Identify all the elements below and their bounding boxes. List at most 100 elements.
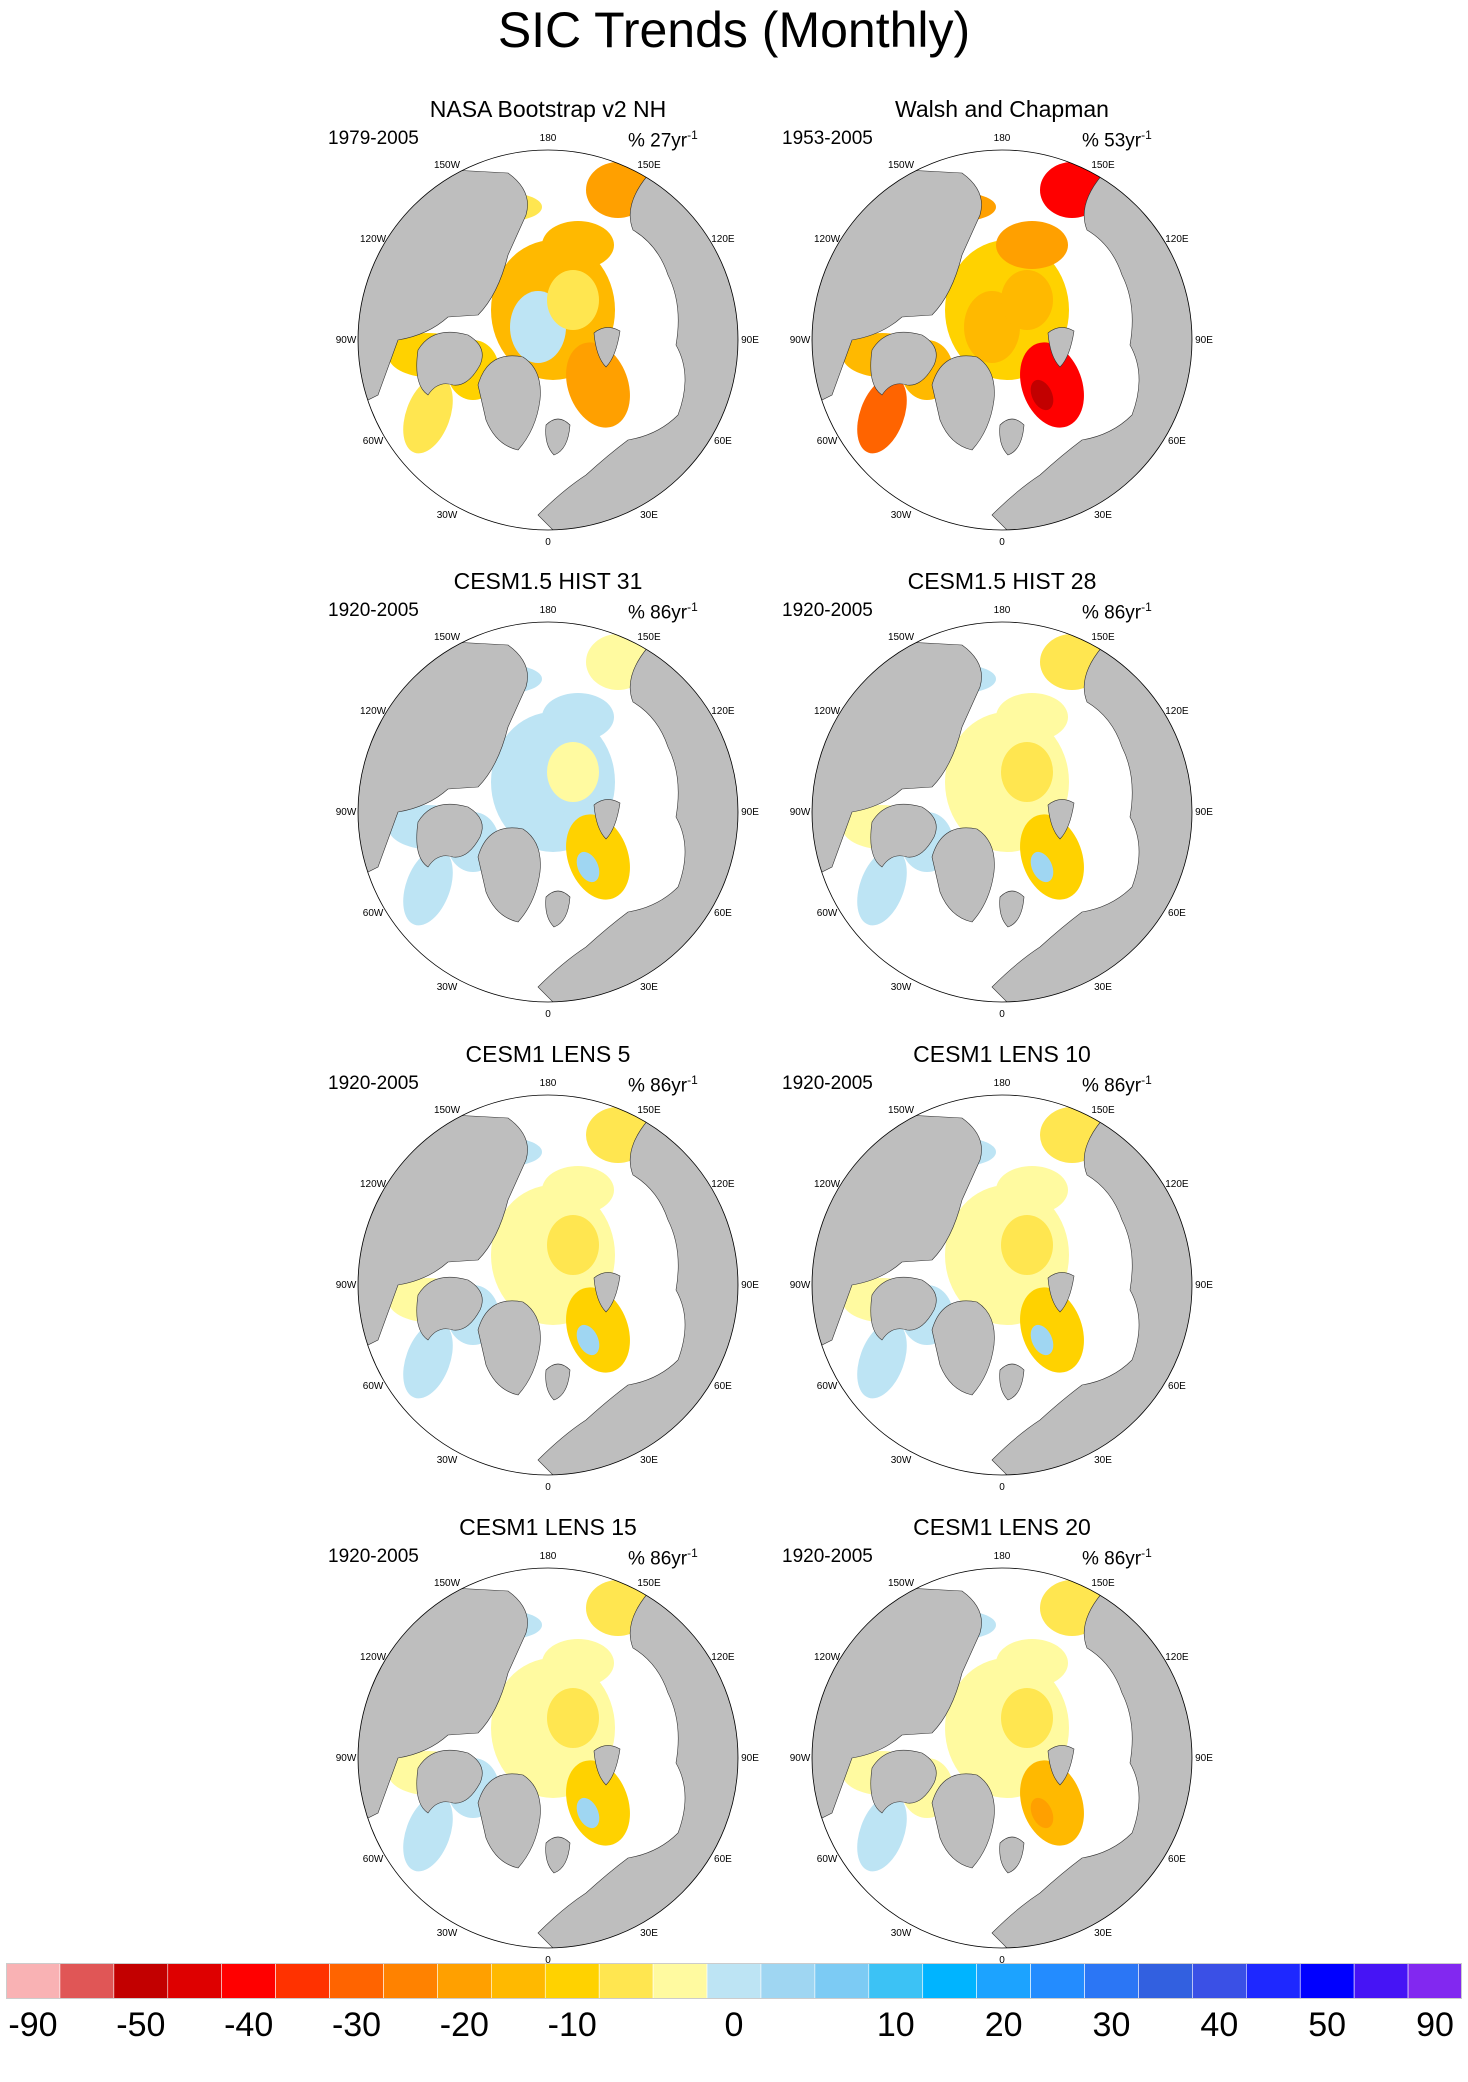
lon-label: 120E — [711, 1652, 735, 1663]
colorbar-swatch — [6, 1963, 61, 1999]
ice-central-pole — [1001, 1688, 1053, 1748]
colorbar-swatch — [329, 1963, 384, 1999]
lon-label: 150E — [1091, 632, 1115, 643]
polar-stereographic-map: 180 150E 120E 90E 60E 30E 0 30W 60W 90W 120W 150W — [790, 1551, 1214, 1966]
lon-label: 60E — [1168, 436, 1186, 447]
land-novaya-zemlya — [593, 327, 621, 368]
lon-label: 120W — [814, 234, 841, 245]
lon-label: 30E — [1094, 1928, 1112, 1939]
colorbar-label: 90 — [1416, 2006, 1454, 2044]
lon-label: 60E — [714, 1854, 732, 1865]
lon-label: 90E — [1195, 1753, 1213, 1764]
land-north-america — [812, 636, 982, 878]
polar-stereographic-map: 180 150E 120E 90E 60E 30E 0 30W 60W 90W 120W 150W — [336, 1551, 760, 1966]
land-north-america — [358, 1109, 528, 1351]
lon-label: 30W — [437, 982, 458, 993]
panel-period: 1979-2005 — [328, 128, 419, 149]
land-greenland — [931, 355, 995, 451]
land-novaya-zemlya — [1047, 1745, 1075, 1786]
lon-label: 180 — [994, 133, 1011, 144]
lon-label: 90E — [741, 335, 759, 346]
lon-label: 90W — [790, 335, 811, 346]
ice-barents-kara — [566, 1760, 630, 1846]
lon-label: 60W — [817, 1854, 838, 1865]
map-boundary — [357, 1567, 739, 1949]
lon-label: 60E — [1168, 908, 1186, 919]
land-hudson-interior — [416, 331, 483, 396]
colorbar-swatch — [167, 1963, 223, 1999]
ice-laptev-ess — [542, 1639, 614, 1687]
ice-barents-kara — [1020, 1287, 1084, 1373]
map-panel: 180 150E 120E 90E 60E 30E 0 30W 60W 90W 120W 150W CE… — [772, 1040, 1232, 1500]
lon-label: 90E — [1195, 807, 1213, 818]
ice-laptev-ess — [996, 1639, 1068, 1687]
lon-label: 90W — [336, 807, 357, 818]
ice-labrador — [403, 1794, 453, 1872]
colorbar-swatch — [868, 1963, 924, 1999]
panel-title: CESM1 LENS 10 — [913, 1041, 1091, 1067]
lon-label: 0 — [999, 1482, 1005, 1493]
ice-central-pole — [547, 742, 599, 802]
land-hudson-interior — [416, 1749, 483, 1814]
lon-label: 30E — [640, 1455, 658, 1466]
land-novaya-zemlya — [1047, 1272, 1075, 1313]
lon-label: 0 — [999, 1955, 1005, 1966]
lon-label: 60E — [1168, 1381, 1186, 1392]
land-eurasia — [991, 622, 1192, 1002]
lon-label: 60W — [817, 908, 838, 919]
panel-units: % 27yr-1 — [628, 123, 698, 153]
map-boundary — [811, 621, 1193, 1003]
colorbar-swatch — [1084, 1963, 1139, 1999]
lon-label: 180 — [540, 1551, 557, 1562]
lon-label: 90E — [1195, 335, 1213, 346]
lon-label: 0 — [545, 537, 551, 548]
ice-labrador — [857, 376, 907, 454]
colorbar-label: 0 — [724, 2006, 744, 2044]
lon-label: 120W — [360, 706, 387, 717]
land-eurasia — [991, 1095, 1192, 1475]
polar-map — [811, 1567, 1193, 1949]
lon-label: 60W — [363, 1381, 384, 1392]
colorbar — [6, 1963, 1462, 1999]
panel-period: 1920-2005 — [782, 600, 873, 621]
lon-label: 30W — [891, 1455, 912, 1466]
lon-label: 120E — [1165, 706, 1189, 717]
colorbar-label: -20 — [439, 2006, 489, 2044]
panel-title: CESM1 LENS 5 — [465, 1041, 631, 1067]
lon-label: 120W — [814, 1179, 841, 1190]
ice-laptev-ess — [996, 221, 1068, 269]
colorbar-swatch — [598, 1963, 654, 1999]
ice-labrador — [403, 376, 453, 454]
colorbar-swatch — [976, 1963, 1031, 1999]
land-scandinavia — [545, 418, 571, 456]
polar-map — [811, 1094, 1193, 1476]
panel-period: 1920-2005 — [328, 600, 419, 621]
colorbar-swatch — [491, 1963, 546, 1999]
colorbar-swatch — [383, 1963, 438, 1999]
ice-laptev-ess — [542, 693, 614, 741]
lon-label: 60W — [363, 1854, 384, 1865]
panel-units: % 53yr-1 — [1082, 123, 1152, 153]
map-panel: 180 150E 120E 90E 60E 30E 0 30W 60W 90W 120W 150W CE… — [772, 1513, 1232, 1973]
polar-stereographic-map: 180 150E 120E 90E 60E 30E 0 30W 60W 90W 120W 150W — [790, 1078, 1214, 1493]
panel-period: 1920-2005 — [328, 1073, 419, 1094]
colorbar-swatch — [437, 1963, 492, 1999]
panel-title: CESM1.5 HIST 28 — [907, 568, 1097, 594]
ice-laptev-ess — [542, 221, 614, 269]
lon-label: 120W — [814, 1652, 841, 1663]
ice-trend-patch — [576, 379, 600, 411]
colorbar-label: -90 — [8, 2006, 58, 2044]
lon-label: 30E — [640, 982, 658, 993]
figure-title: SIC Trends (Monthly) — [497, 2, 971, 58]
units-text: % 53yr — [1082, 130, 1142, 152]
map-boundary — [811, 1094, 1193, 1476]
panel-title: CESM1.5 HIST 31 — [453, 568, 643, 594]
colorbar-swatch — [59, 1963, 115, 1999]
land-greenland — [477, 355, 541, 451]
colorbar-swatch — [113, 1963, 169, 1999]
colorbar-label: -30 — [331, 2006, 382, 2044]
units-exponent: -1 — [687, 128, 698, 142]
lon-label: 0 — [999, 1009, 1005, 1020]
lon-label: 60W — [817, 1381, 838, 1392]
polar-map — [811, 621, 1193, 1003]
